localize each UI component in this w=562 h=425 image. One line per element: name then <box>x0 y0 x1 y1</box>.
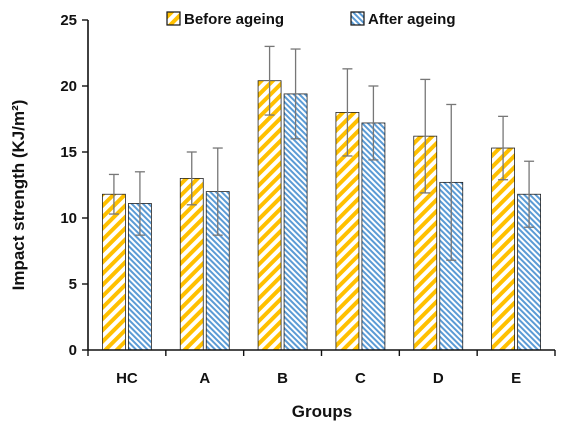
x-tick-label: E <box>511 370 521 387</box>
y-tick-label: 5 <box>69 276 77 293</box>
x-tick-label: C <box>355 370 366 387</box>
y-tick-label: 15 <box>60 144 77 161</box>
legend: Before ageing After ageing <box>166 11 456 28</box>
x-tick-label: HC <box>116 370 138 387</box>
y-tick-label: 10 <box>60 210 77 227</box>
y-tick-label: 25 <box>60 12 77 29</box>
legend-label-before: Before ageing <box>184 11 284 28</box>
legend-swatch-after <box>350 11 365 26</box>
y-axis-title: Impact strength (KJ/m²) <box>9 100 28 291</box>
bars-group <box>102 80 541 351</box>
bar-before <box>257 80 282 351</box>
legend-label-after: After ageing <box>368 11 456 28</box>
y-tick-label: 0 <box>69 342 77 359</box>
y-ticks: 0 5 10 15 20 25 <box>60 12 88 359</box>
x-tick-label: D <box>433 370 444 387</box>
legend-swatch-before <box>166 11 181 26</box>
bar-before <box>102 193 126 351</box>
y-tick-label: 20 <box>60 78 77 95</box>
axes <box>87 20 555 351</box>
error-bars-group <box>108 45 535 261</box>
x-axis-title: Groups <box>292 402 352 421</box>
x-tick-label: A <box>199 370 210 387</box>
x-tick-label: B <box>277 370 288 387</box>
x-ticks: HC A B C D E <box>87 350 556 387</box>
